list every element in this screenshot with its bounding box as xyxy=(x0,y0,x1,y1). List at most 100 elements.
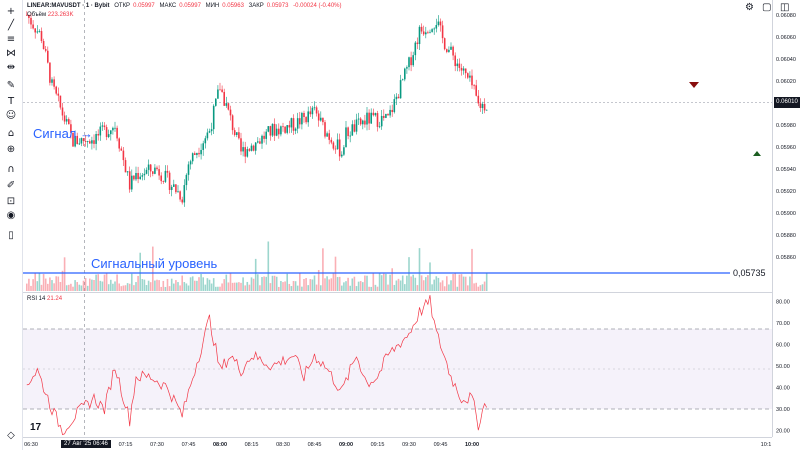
candle-body xyxy=(467,73,469,78)
lock-icon[interactable]: ⊡ xyxy=(6,196,16,207)
emoji-icon[interactable]: ☺ xyxy=(5,110,17,121)
candle-body xyxy=(244,147,246,157)
volume-bar xyxy=(464,276,467,291)
volume-bar xyxy=(425,277,427,291)
volume-bar xyxy=(233,282,236,291)
volume-bar xyxy=(26,283,28,291)
volume-bar xyxy=(315,284,318,291)
symbol-title[interactable]: LINEAR:MAVUSDT · 1 · Bybit xyxy=(27,3,110,9)
price-tick-label: 0.05900 xyxy=(776,211,796,217)
volume-bar xyxy=(57,276,60,291)
candle-body xyxy=(429,31,431,33)
settings-icon[interactable]: ⚙ xyxy=(745,2,754,13)
volume-bar xyxy=(126,283,129,291)
volume-bar xyxy=(44,278,47,291)
screenshot-icon[interactable]: ◫ xyxy=(780,2,790,13)
eye-icon[interactable]: ◉ xyxy=(6,210,16,221)
volume-bar xyxy=(114,281,116,291)
candle-body xyxy=(322,117,324,123)
ruler-icon[interactable]: ⌂ xyxy=(7,128,15,139)
volume-bar xyxy=(469,276,471,291)
price-tick-label: 0.05960 xyxy=(776,145,796,151)
candle-body xyxy=(110,130,112,135)
volume-bar xyxy=(376,286,379,291)
volume-bar xyxy=(317,269,320,291)
candle-body xyxy=(296,118,299,129)
candle-body xyxy=(456,63,459,67)
text-icon[interactable]: T xyxy=(7,96,15,107)
candle-body xyxy=(252,145,255,151)
volume-bar xyxy=(427,275,429,291)
candle-body xyxy=(437,21,440,25)
fib-icon[interactable]: ≡ xyxy=(6,34,16,45)
volume-bar xyxy=(84,278,87,291)
rsi-line xyxy=(26,295,488,436)
volume-bar xyxy=(420,275,423,291)
volume-bar xyxy=(149,282,152,291)
candle-body xyxy=(236,132,238,135)
candle-body xyxy=(364,120,366,125)
volume-label: Объём xyxy=(27,12,47,18)
candle-body xyxy=(357,118,360,120)
candle-body xyxy=(349,135,351,137)
lock-draw-icon[interactable]: ✐ xyxy=(6,180,16,191)
candle-body xyxy=(91,140,93,144)
candle-body xyxy=(116,127,118,139)
candle-body xyxy=(28,15,30,18)
candle-body xyxy=(469,75,471,78)
volume-bar xyxy=(175,280,177,291)
volume-bar xyxy=(212,278,215,291)
time-tick-label: 09:15 xyxy=(371,442,385,448)
volume-bar xyxy=(324,278,326,291)
brush-icon[interactable]: ✎ xyxy=(6,80,16,91)
high-label: МАКС xyxy=(159,3,177,9)
candle-body xyxy=(475,85,477,96)
candle-body xyxy=(191,153,194,162)
candle-body xyxy=(368,112,370,124)
candle-body xyxy=(401,79,404,81)
candle-body xyxy=(301,112,303,125)
zoom-icon[interactable]: ⊕ xyxy=(6,144,16,155)
candle-body xyxy=(225,103,228,106)
volume-bar xyxy=(164,286,167,291)
pattern-icon[interactable]: ⋈ xyxy=(6,48,16,59)
measure-icon[interactable]: ⇹ xyxy=(6,62,16,73)
candle-body xyxy=(131,175,133,190)
volume-bar xyxy=(372,273,375,291)
collapse-icon[interactable]: ◇ xyxy=(7,430,15,441)
candle-body xyxy=(240,138,242,152)
candle-body xyxy=(307,111,309,123)
candle-body xyxy=(89,141,91,144)
volume-bar xyxy=(473,283,475,291)
volume-bar xyxy=(63,257,66,291)
volume-bar xyxy=(53,283,55,291)
volume-bar xyxy=(183,281,186,291)
candle-body xyxy=(408,57,410,68)
volume-bar xyxy=(332,273,335,291)
current-price-tag: 0.06010 xyxy=(774,97,800,108)
rsi-tick-label: 80.00 xyxy=(776,299,790,305)
time-tick-label: 07:15 xyxy=(119,442,133,448)
candle-body xyxy=(286,125,288,133)
crosshair-icon[interactable]: + xyxy=(6,6,16,17)
candle-body xyxy=(135,172,137,180)
volume-bar xyxy=(179,285,181,291)
candle-body xyxy=(452,46,454,56)
volume-bar xyxy=(86,285,89,291)
volume-bar xyxy=(99,280,102,291)
trendline-icon[interactable]: ╱ xyxy=(7,20,15,31)
magnet-icon[interactable]: ∩ xyxy=(7,164,15,175)
candle-body xyxy=(122,150,125,161)
volume-bar xyxy=(366,275,368,291)
candle-body xyxy=(393,99,396,113)
candle-body xyxy=(126,171,129,173)
volume-bar xyxy=(475,282,477,291)
fullscreen-icon[interactable]: ▢ xyxy=(762,2,772,13)
candle-body xyxy=(76,135,78,145)
candle-body xyxy=(454,55,456,67)
volume-bar xyxy=(131,273,133,291)
volume-bar xyxy=(410,276,412,291)
volume-bar xyxy=(221,283,223,291)
trash-icon[interactable]: ▯ xyxy=(8,230,14,241)
